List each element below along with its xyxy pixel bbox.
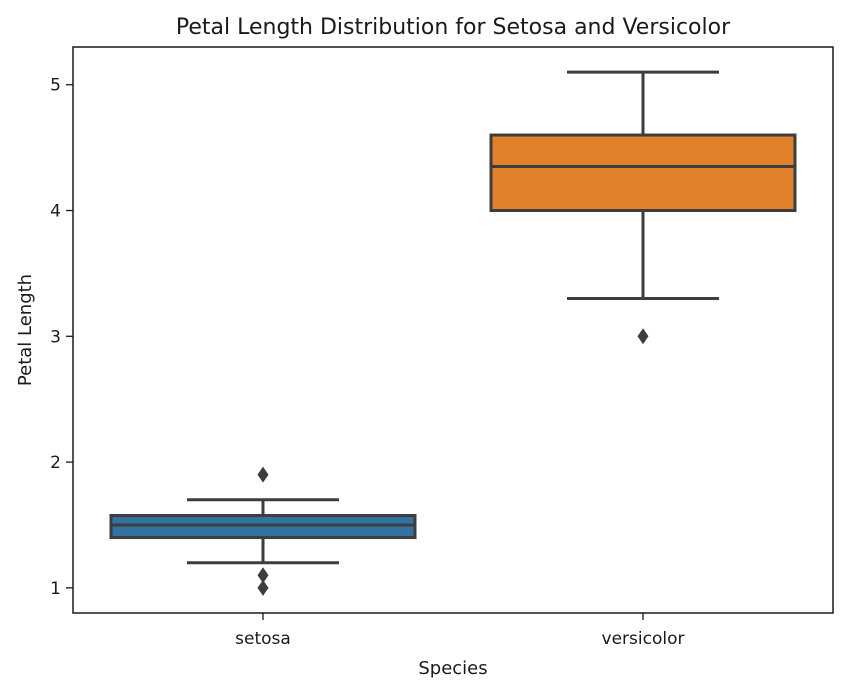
iqr-box [489,133,797,213]
x-tick-label: versicolor [602,629,685,649]
outlier-point [257,567,269,584]
y-tick-label: 2 [50,453,61,473]
chart-title: Petal Length Distribution for Setosa and… [176,15,731,40]
outlier-point [257,466,269,483]
x-axis: setosa versicolor [235,613,684,649]
y-axis: 1 2 3 4 5 [50,76,73,599]
y-tick-label: 5 [50,76,61,96]
box-versicolor [489,70,797,345]
plot-frame [72,46,834,614]
x-tick-label: setosa [235,629,291,649]
y-tick-label: 4 [50,202,61,222]
box-setosa [109,466,417,596]
outlier-point [257,579,269,596]
y-tick-label: 1 [50,579,61,599]
y-axis-label: Petal Length [15,274,36,386]
y-tick-label: 3 [50,327,61,347]
outlier-point [637,328,649,345]
x-axis-label: Species [418,658,487,679]
plot-area [109,70,797,596]
iqr-box [109,514,417,540]
